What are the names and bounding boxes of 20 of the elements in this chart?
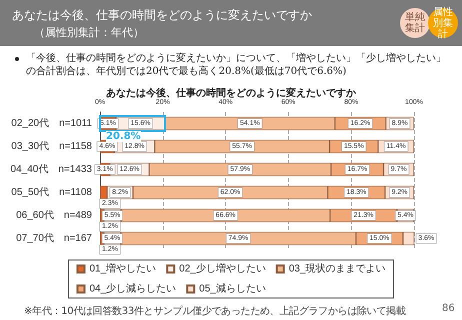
legend-label: 02_少し増やしたい: [179, 262, 266, 274]
y-tick-label: 02_20代 n=1011: [11, 118, 92, 129]
text: 86: [442, 303, 455, 314]
y-tick-label: 06_60代 n=489: [16, 210, 92, 221]
text: 単純集計: [400, 8, 430, 38]
legend-label: 05_減らしたい: [199, 282, 266, 294]
annotation: 20.8%: [106, 131, 141, 142]
legend-label: 03_現状のままでよい: [288, 262, 386, 274]
y-tick-label: 07_70代 n=167: [16, 233, 92, 244]
legend-label: 04_少し減らしたい: [89, 282, 176, 294]
text: あなたは今後、仕事の時間をどのように変えたいですか: [105, 86, 357, 99]
legend-label: 01_増やしたい: [89, 262, 156, 274]
y-tick-label: 04_40代 n=1433: [10, 164, 92, 175]
text: 「今後、仕事の時間をどのように変えたいか」について、「増やしたい」「少し増やしたい」の合計割合は、年代別では20代で最も高く20.8%(最低は70代で6.6%): [26, 52, 446, 78]
chart-title: あなたは今後、仕事の時間をどのように変えたいですか: [12, 7, 312, 24]
text: ※年代：10代は回答数33件とサンプル僅少であったため、上記グラフからは除いて掲載: [24, 304, 406, 318]
y-tick-label: 03_30代 n=1158: [11, 141, 92, 152]
y-tick-label: 05_50代 n=1108: [11, 187, 92, 198]
chart-subtitle: （属性別集計：年代）: [34, 25, 144, 40]
text: 属性別集計: [428, 6, 458, 40]
